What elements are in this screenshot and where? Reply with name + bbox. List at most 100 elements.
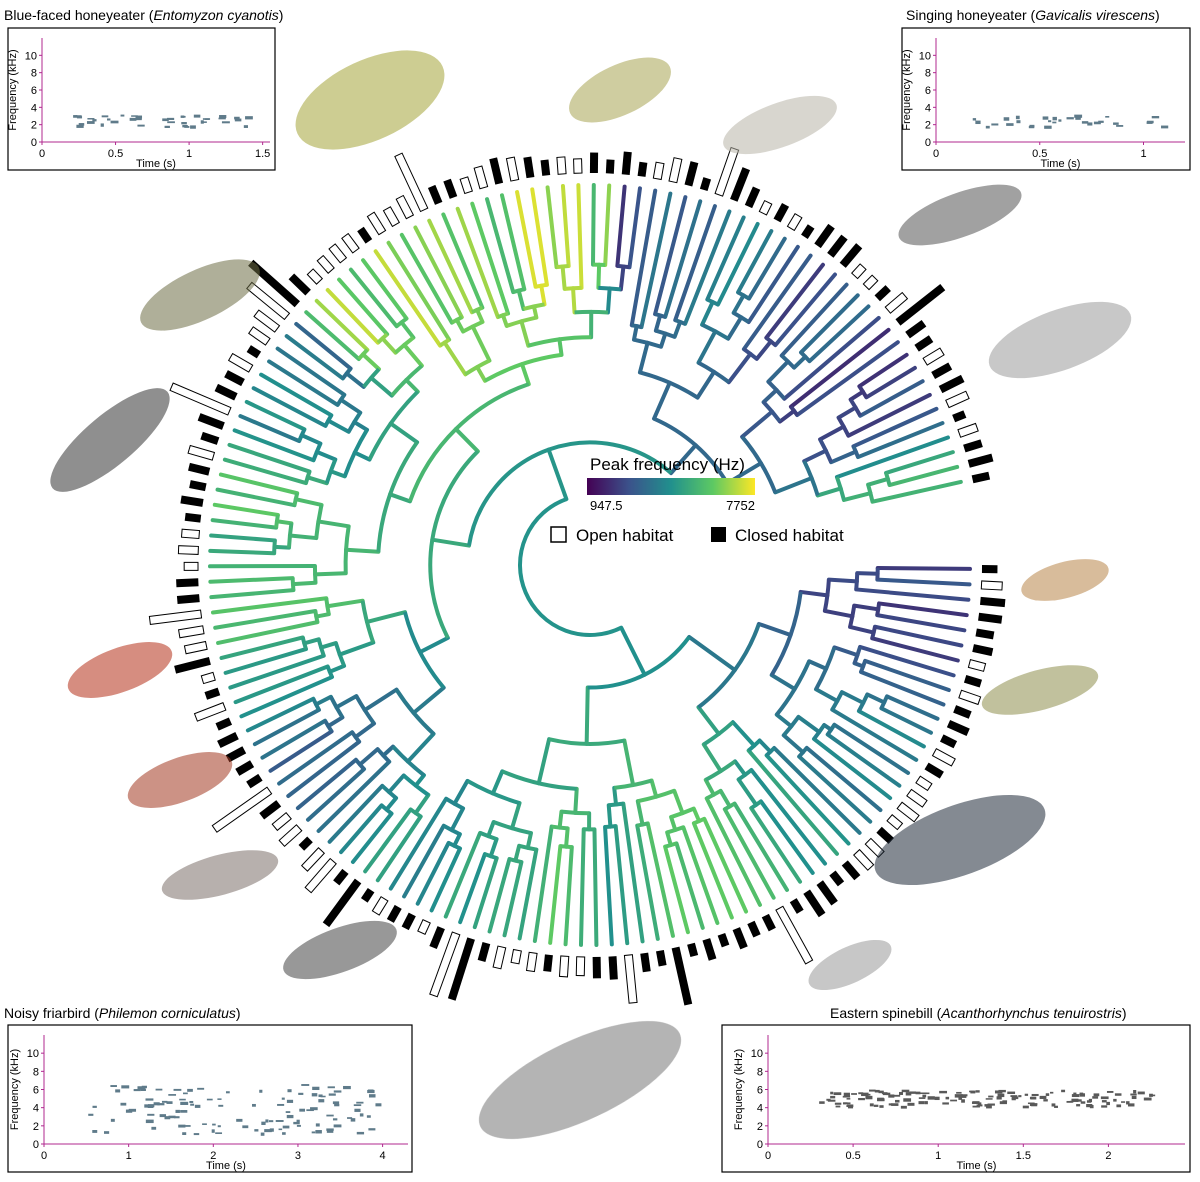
spectrogram-cell — [1045, 1093, 1050, 1096]
spectrogram-cell — [110, 1118, 115, 1122]
branch — [672, 319, 683, 339]
branch — [295, 757, 358, 811]
branch — [259, 372, 334, 418]
common-name: Singing honeyeater — [906, 7, 1027, 23]
branch — [418, 635, 450, 655]
y-tick-label: 2 — [31, 120, 37, 132]
spectrogram-cell — [180, 1110, 188, 1113]
branch — [736, 229, 774, 295]
branch — [545, 185, 559, 270]
bird — [478, 1021, 682, 1139]
spectrogram-cell — [359, 1113, 364, 1117]
branch — [337, 277, 390, 337]
branch — [244, 399, 307, 432]
spectrogram-cell — [970, 1090, 976, 1094]
bird — [569, 57, 671, 123]
spectrogram-cell — [87, 118, 95, 120]
spectrogram-cell — [1116, 125, 1124, 127]
spectrogram-cell — [182, 1132, 187, 1135]
spectrogram-cell — [366, 1115, 371, 1118]
y-tick-label: 2 — [757, 1121, 763, 1133]
branch — [825, 732, 902, 788]
spectrogram-cell — [333, 1124, 342, 1128]
habitat-bar — [732, 927, 748, 950]
spectrogram-cell — [312, 1086, 320, 1091]
habitat-bar — [322, 878, 362, 928]
panel-frame — [7, 1024, 413, 1173]
branch — [848, 624, 876, 635]
spectrogram-cell — [92, 119, 97, 122]
spectrogram-cell — [356, 1131, 365, 1135]
y-tick-label: 8 — [31, 68, 37, 80]
spectrogram-cell — [200, 120, 204, 124]
spectrogram-cell — [242, 1125, 249, 1129]
y-tick-label: 0 — [33, 1139, 39, 1151]
spectrogram-cell — [1127, 1103, 1135, 1107]
spectrogram-cell — [145, 1098, 154, 1101]
branch — [560, 264, 567, 291]
branch — [475, 365, 487, 383]
spectrogram-cell — [282, 1132, 286, 1135]
spectrogram-cell — [175, 1109, 180, 1113]
spectrogram-cell — [1147, 120, 1154, 124]
branch — [858, 644, 956, 678]
x-tick-label: 0 — [41, 1150, 47, 1162]
branch — [375, 814, 423, 883]
spectrogram-cell — [869, 1103, 874, 1107]
spectrogram-cell — [834, 1102, 842, 1105]
spectrogram-cell — [1044, 125, 1052, 129]
branch — [631, 324, 639, 342]
branch — [208, 548, 277, 556]
branch — [219, 635, 305, 660]
open-label: Open habitat — [576, 526, 674, 545]
branch — [858, 379, 925, 418]
branch — [653, 313, 663, 333]
branch — [798, 589, 830, 598]
branch — [674, 841, 705, 930]
y-tick-label: 0 — [925, 137, 931, 149]
habitat-bar — [540, 159, 551, 176]
spectrogram-cell — [919, 1092, 927, 1095]
spectrogram-cell — [858, 1097, 865, 1101]
spectrogram-cell — [972, 1105, 980, 1108]
habitat-bar — [183, 561, 199, 571]
branch — [314, 298, 370, 352]
branch — [325, 598, 365, 609]
open-key — [550, 526, 567, 543]
branch — [485, 197, 516, 295]
branch — [722, 807, 776, 900]
branch — [453, 427, 480, 454]
branch — [637, 340, 650, 375]
habitat-bar — [510, 948, 522, 965]
branch — [870, 479, 963, 504]
spectrogram-cell — [202, 121, 207, 123]
branch — [703, 777, 716, 797]
spectrogram-cell — [1098, 120, 1104, 123]
x-tick-label: 4 — [380, 1150, 386, 1162]
habitat-bar — [939, 734, 958, 749]
spectrogram-cell — [202, 1123, 207, 1125]
y-axis-label: Frequency (kHz) — [7, 49, 19, 130]
branch — [622, 738, 636, 788]
spectrogram-cell — [976, 1104, 983, 1107]
colorbar — [587, 478, 755, 495]
habitat-bar — [341, 232, 360, 254]
y-tick-label: 4 — [757, 1103, 763, 1115]
spectrogram-cell — [1016, 120, 1021, 124]
branch — [777, 408, 797, 424]
x-axis-label: Time (s) — [206, 1160, 246, 1172]
spectrogram-cell — [92, 1130, 98, 1133]
branch — [799, 293, 860, 355]
spectrogram-cell — [133, 1089, 141, 1092]
spectrogram-cell — [901, 1089, 910, 1093]
branch — [353, 721, 376, 740]
spectrogram-cell — [167, 121, 175, 124]
branch — [399, 232, 454, 325]
spectrogram-cell — [168, 1116, 174, 1119]
branch — [388, 421, 420, 445]
habitat-bar — [886, 814, 904, 831]
spectrogram-cell — [879, 1105, 884, 1108]
spectrogram — [88, 1084, 382, 1136]
spectrogram-cell — [326, 1128, 334, 1131]
